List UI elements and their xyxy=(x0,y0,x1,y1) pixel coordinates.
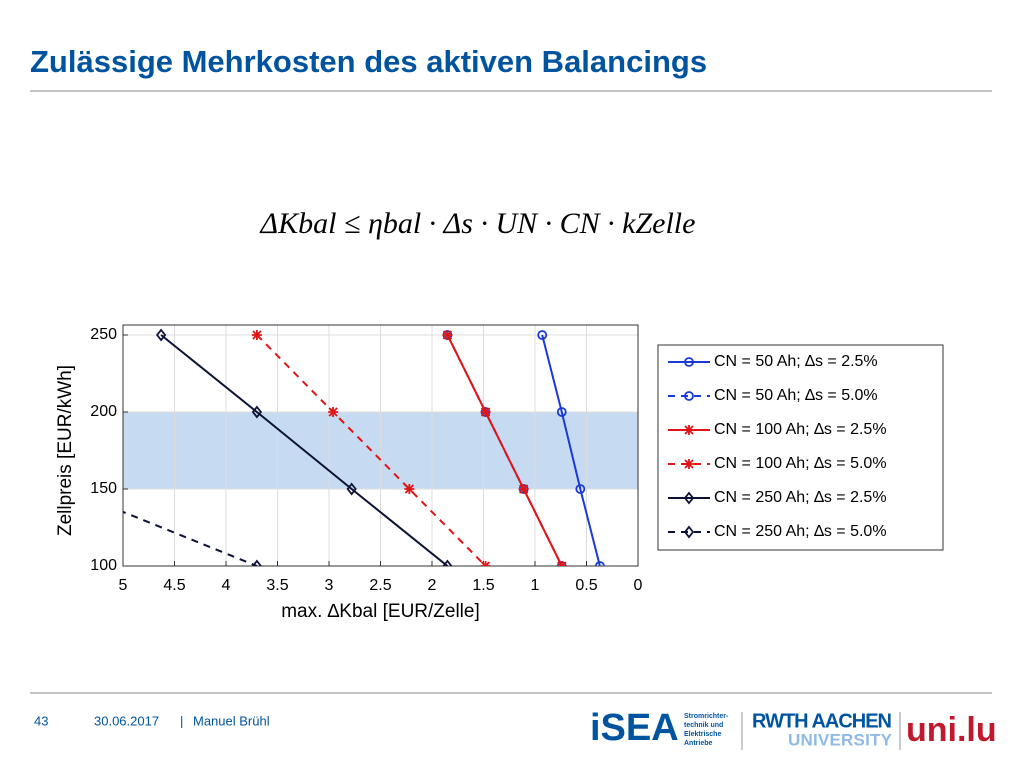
marker xyxy=(684,425,694,435)
series-line xyxy=(256,334,487,566)
y-tick-label: 250 xyxy=(90,326,117,343)
legend-label: CN = 50 Ah; ∆s = 2.5% xyxy=(714,353,878,370)
x-tick-label: 3 xyxy=(325,577,334,594)
marker xyxy=(594,561,605,566)
marker xyxy=(251,559,263,566)
marker xyxy=(442,559,453,566)
x-tick-label: 1 xyxy=(531,577,540,594)
x-tick-label: 0.5 xyxy=(575,577,597,594)
logo-unilu: uni.lu xyxy=(906,711,997,749)
series-layer xyxy=(123,328,605,566)
author: Manuel Brühl xyxy=(193,713,270,728)
marker xyxy=(575,484,586,494)
x-tick-label: 4.5 xyxy=(163,577,185,594)
y-tick-label: 100 xyxy=(90,557,117,574)
formula: ΔKbal ≤ ηbal · Δs · UN · CN · kZelle xyxy=(260,207,696,240)
x-axis-label: max. ∆Kbal [EUR/Zelle] xyxy=(281,601,480,622)
marker xyxy=(683,525,695,539)
y-axis-label: Zellpreis [EUR/kWh] xyxy=(55,365,76,536)
marker xyxy=(251,405,263,419)
marker xyxy=(155,328,167,342)
x-tick-label: 1.5 xyxy=(472,577,494,594)
legend-label: CN = 250 Ah; ∆s = 5.0% xyxy=(714,523,887,540)
x-tick-label: 0 xyxy=(634,577,643,594)
series-line xyxy=(541,334,601,566)
logo-isea-text: Stromrichter-technik und Elektrische Ant… xyxy=(684,713,729,747)
legend-label: CN = 250 Ah; ∆s = 2.5% xyxy=(714,489,887,506)
y-tick-label: 150 xyxy=(90,480,117,497)
page-number: 43 xyxy=(34,713,48,728)
y-tick-label: 200 xyxy=(90,403,117,420)
marker xyxy=(404,484,415,494)
marker xyxy=(480,407,491,417)
x-tick-label: 5 xyxy=(119,577,128,594)
date: 30.06.2017 xyxy=(94,713,159,728)
marker xyxy=(684,391,694,401)
logo-rwth: RWTH AACHEN xyxy=(752,710,892,732)
x-tick-label: 3.5 xyxy=(266,577,288,594)
logo-isea: iSEA xyxy=(590,707,679,749)
marker xyxy=(442,330,453,340)
marker xyxy=(556,561,567,566)
slide-title: Zulässige Mehrkosten des aktiven Balanci… xyxy=(30,44,707,79)
series-line xyxy=(446,334,563,566)
x-tick-label: 2 xyxy=(428,577,437,594)
legend-box xyxy=(657,344,944,551)
legend-label: CN = 50 Ah; ∆s = 5.0% xyxy=(714,387,878,404)
series-line xyxy=(123,510,258,566)
legend-label: CN = 100 Ah; ∆s = 2.5% xyxy=(714,421,887,438)
x-tick-label: 2.5 xyxy=(369,577,391,594)
separator: | xyxy=(180,713,183,728)
axes-box xyxy=(122,324,639,567)
marker xyxy=(556,407,567,417)
series-line xyxy=(160,334,449,566)
marker xyxy=(684,357,694,367)
logo-isea-caption: Stromrichter-technik und Elektrische Ant… xyxy=(684,713,729,747)
logo-rwth-sub: UNIVERSITY xyxy=(788,730,893,749)
marker xyxy=(683,491,695,505)
marker xyxy=(480,561,491,566)
marker xyxy=(328,407,339,417)
marker xyxy=(251,330,262,340)
x-tick-label: 4 xyxy=(222,577,231,594)
plot: 5 4.5 4 3.5 3 2.5 2 1.5 1 0.5 0 100 150 200 250 max. ∆K… xyxy=(55,324,944,622)
legend-label: CN = 100 Ah; ∆s = 5.0% xyxy=(714,455,887,472)
marker xyxy=(346,482,357,496)
marker xyxy=(537,330,548,340)
marker xyxy=(518,484,529,494)
marker xyxy=(684,459,694,469)
